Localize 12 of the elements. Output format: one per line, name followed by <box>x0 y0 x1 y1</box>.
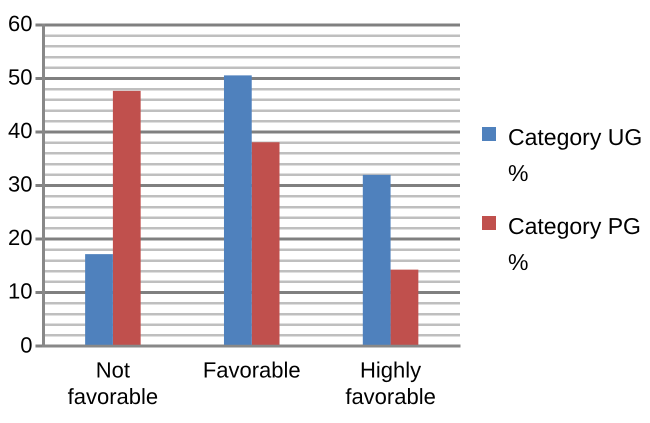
y-tick-label: 50 <box>8 64 32 90</box>
y-tick-label: 60 <box>8 11 32 36</box>
legend-label: Category UG % <box>508 123 644 188</box>
x-tick-label: Not favorable <box>68 357 158 409</box>
x-tick-label: Highly favorable <box>345 357 436 409</box>
y-tick-label: 40 <box>8 118 32 144</box>
y-tick-label: 30 <box>8 172 32 197</box>
y-tick-label: 0 <box>20 332 32 358</box>
legend-label: Category PG % <box>508 212 642 277</box>
y-tick-label: 10 <box>8 278 32 304</box>
y-tick-label: 20 <box>8 225 32 250</box>
x-tick-label: Favorable <box>202 357 301 382</box>
